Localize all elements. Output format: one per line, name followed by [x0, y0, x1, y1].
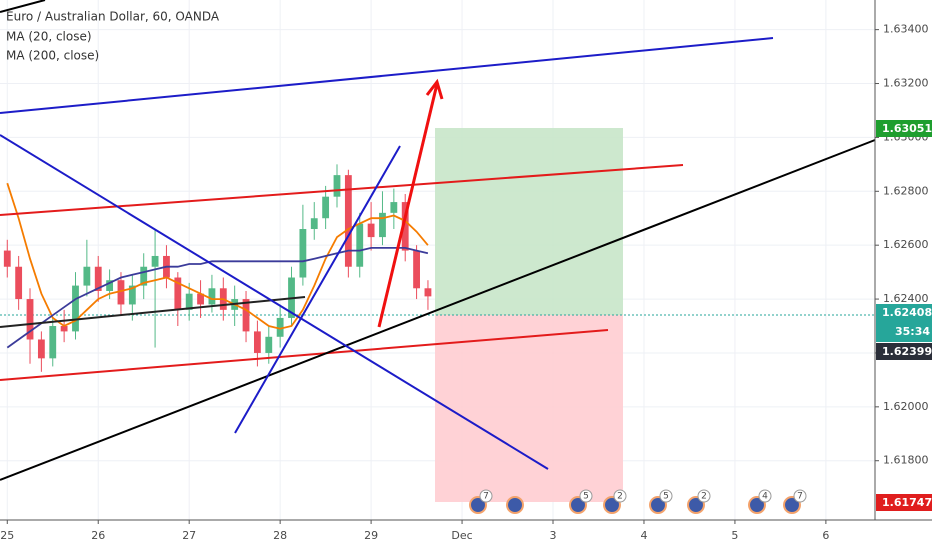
trend-line: [0, 0, 46, 13]
price-tag: [876, 494, 932, 511]
ma-line: [6, 246, 429, 349]
event-count: 2: [701, 492, 707, 502]
price-labels: 1.63051 1.62408 35:34 1.62399 1.61747: [876, 120, 932, 511]
candle-body: [310, 218, 318, 230]
candle-body: [413, 250, 420, 289]
event-badge: [758, 489, 772, 503]
candle-body: [60, 326, 68, 332]
price-axis: [875, 0, 932, 550]
candle-body: [390, 202, 398, 213]
candle-body: [253, 331, 261, 353]
candle-body: [37, 339, 45, 359]
candle-body: [26, 299, 34, 340]
candle-body: [242, 299, 250, 332]
event-badge: [659, 489, 673, 503]
trend-line: [0, 296, 306, 328]
candle-body: [72, 285, 79, 332]
candle-body: [106, 280, 114, 291]
candle-body: [140, 266, 148, 286]
candle-body: [299, 229, 307, 278]
y-tick-label: 1.62000: [883, 400, 929, 413]
x-tick-label: 5: [731, 529, 738, 542]
x-tick-label: 26: [91, 529, 105, 542]
event-count: 7: [483, 492, 489, 502]
ma-line: [6, 182, 429, 330]
x-tick-label: Dec: [451, 529, 472, 542]
y-tick-label: 1.61800: [883, 454, 929, 467]
event-badge: [793, 489, 807, 503]
price-tag: [876, 304, 932, 342]
y-tick-label: 1.63400: [883, 23, 929, 36]
x-tick-label: 29: [364, 529, 378, 542]
event-badge: [697, 489, 711, 503]
profit-zone: [435, 128, 623, 315]
event-count: 4: [762, 492, 768, 502]
arrow-head: [425, 78, 444, 100]
trend-line: [234, 145, 401, 434]
trend-line: [0, 164, 684, 216]
x-tick-label: 3: [550, 529, 557, 542]
event-badge: [579, 489, 593, 503]
candle-body: [15, 266, 23, 300]
event-count: 7: [797, 492, 803, 502]
event-badge: [479, 489, 493, 503]
trend-line: [0, 37, 774, 114]
chart-title: Euro / Australian Dollar, 60, OANDA: [6, 10, 220, 24]
candle-body: [3, 250, 11, 267]
drawings: [0, 0, 876, 481]
event-count: 5: [663, 492, 669, 502]
legend-entry: MA (20, close): [6, 30, 92, 44]
trend-line: [0, 329, 609, 381]
y-tick-label: 1.62400: [883, 292, 929, 305]
y-tick-label: 1.62600: [883, 238, 929, 251]
candle-body: [174, 277, 182, 310]
candle-body: [367, 223, 375, 238]
price-tag-text: 1.61747: [882, 496, 932, 509]
legend-entry: MA (200, close): [6, 49, 99, 63]
loss-zone: [435, 315, 623, 502]
candle-body: [379, 212, 386, 238]
price-tag: [876, 343, 932, 360]
x-tick-label: 4: [640, 529, 647, 542]
price-tag-text: 1.62399: [882, 345, 932, 358]
price-tag-text: 1.63051: [882, 122, 932, 135]
trend-line: [0, 134, 549, 470]
candle-body: [151, 255, 159, 267]
candle-body: [265, 336, 273, 353]
events: 7 5 2 5 2 4 7: [469, 489, 807, 514]
candle-body: [424, 288, 432, 297]
price-tag-text: 1.62408: [882, 306, 932, 319]
y-tick-label: 1.63200: [883, 77, 929, 90]
candle-body: [401, 202, 409, 251]
x-tick-label: 6: [822, 529, 829, 542]
event-count: 5: [583, 492, 589, 502]
y-tick-label: 1.62800: [883, 184, 929, 197]
candle-body: [49, 326, 57, 359]
countdown: 35:34: [895, 325, 930, 338]
arrow: [377, 83, 439, 328]
x-tick-label: 28: [273, 529, 287, 542]
price-tag: [876, 120, 932, 137]
candle-body: [322, 196, 330, 219]
candle-body: [128, 285, 136, 305]
candle-body: [333, 175, 341, 197]
candle-body: [356, 223, 364, 267]
candle-body: [117, 280, 125, 305]
candle-body: [185, 293, 193, 310]
event-badge: [613, 489, 627, 503]
event-count: 2: [617, 492, 623, 502]
candle-body: [208, 288, 216, 305]
event-icon: [506, 496, 524, 514]
candle-body: [94, 266, 102, 291]
candle-body: [344, 175, 352, 267]
candle-body: [83, 266, 91, 286]
x-tick-label: 27: [182, 529, 196, 542]
x-tick-label: 25: [0, 529, 14, 542]
trend-line: [0, 139, 876, 481]
candle-body: [197, 293, 204, 305]
candle-body: [276, 317, 284, 337]
